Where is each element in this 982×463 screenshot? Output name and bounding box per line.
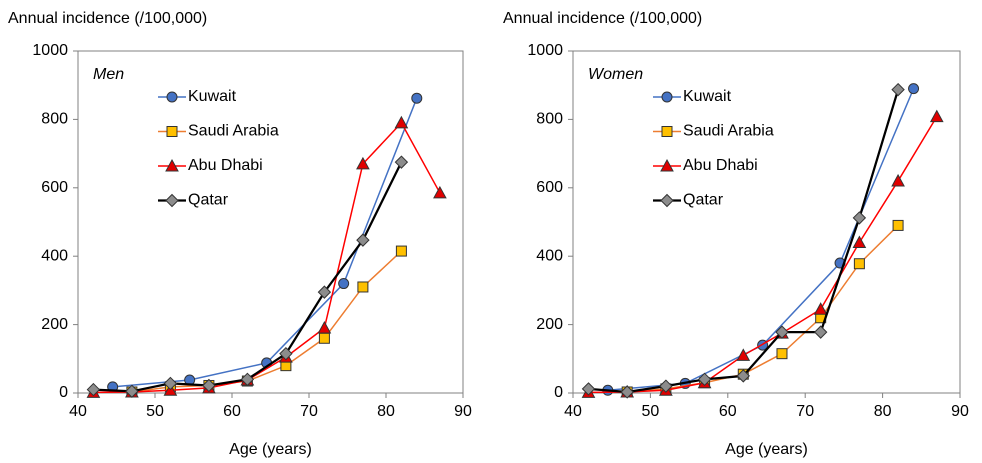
series-line	[112, 97, 418, 388]
marker	[892, 219, 904, 231]
marker	[394, 155, 409, 169]
plot-frame	[572, 50, 961, 394]
marker	[775, 325, 789, 339]
series-line	[131, 250, 402, 393]
y-tick-label: 1000	[32, 42, 68, 59]
marker	[86, 382, 101, 397]
marker	[165, 193, 179, 208]
marker	[357, 281, 369, 293]
series-line	[627, 224, 899, 393]
marker	[202, 378, 216, 393]
legend-label: Saudi Arabia	[683, 123, 774, 140]
marker	[318, 332, 330, 344]
x-tick-label: 40	[564, 403, 582, 420]
marker	[813, 325, 828, 339]
marker	[279, 346, 293, 361]
y-tick-label: 400	[536, 247, 563, 264]
marker	[929, 109, 944, 123]
marker	[853, 258, 865, 270]
x-tick-label: 70	[300, 403, 318, 420]
marker	[166, 91, 178, 103]
x-tick-label: 90	[951, 403, 969, 420]
marker	[661, 91, 673, 103]
y-tick-label: 800	[536, 111, 563, 128]
x-tick-label: 80	[377, 403, 395, 420]
marker	[356, 156, 370, 170]
marker	[125, 384, 139, 398]
marker	[908, 83, 920, 95]
marker	[813, 302, 828, 315]
x-tick-label: 80	[874, 403, 892, 420]
x-tick-label: 90	[454, 403, 472, 420]
y-tick-label: 200	[41, 316, 68, 333]
y-tick-label: 0	[59, 384, 68, 401]
marker	[317, 285, 332, 299]
panel-label: Women	[588, 66, 643, 83]
y-tick-label: 0	[554, 384, 563, 401]
legend-label: Qatar	[188, 192, 229, 209]
marker	[433, 185, 447, 199]
marker	[736, 348, 751, 361]
y-tick-label: 800	[41, 111, 68, 128]
x-tick-label: 50	[642, 403, 660, 420]
marker	[852, 235, 867, 249]
x-axis-title: Age (years)	[229, 441, 312, 458]
x-axis-title: Age (years)	[725, 441, 808, 458]
marker	[891, 82, 905, 97]
y-tick-label: 600	[536, 179, 563, 196]
plot-frame	[77, 50, 464, 394]
marker	[620, 385, 634, 399]
panel-label: Men	[93, 66, 124, 83]
marker	[338, 278, 350, 290]
y-tick-label: 200	[536, 316, 563, 333]
legend-label: Saudi Arabia	[188, 123, 279, 140]
marker	[240, 372, 255, 387]
y-axis-title: Annual incidence (/100,000)	[503, 10, 702, 27]
series-line	[588, 116, 938, 394]
x-tick-label: 50	[146, 403, 164, 420]
marker	[356, 233, 370, 247]
marker	[166, 126, 178, 137]
marker	[411, 92, 423, 104]
marker	[394, 115, 409, 129]
y-axis-title: Annual incidence (/100,000)	[8, 10, 207, 27]
legend-label: Kuwait	[683, 88, 732, 105]
marker	[852, 211, 867, 225]
marker	[661, 126, 673, 137]
marker	[395, 245, 407, 257]
marker	[660, 193, 674, 208]
legend-label: Abu Dhabi	[188, 157, 263, 174]
y-tick-label: 600	[41, 179, 68, 196]
legend-label: Abu Dhabi	[683, 157, 758, 174]
series-line	[93, 121, 441, 394]
marker	[736, 369, 750, 383]
marker	[697, 372, 712, 387]
y-tick-label: 1000	[527, 42, 563, 59]
marker	[163, 376, 178, 391]
marker	[659, 379, 673, 393]
legend-label: Qatar	[683, 192, 724, 209]
x-tick-label: 60	[719, 403, 737, 420]
marker	[165, 158, 179, 172]
marker	[660, 158, 674, 172]
legend-label: Kuwait	[188, 88, 237, 105]
x-tick-label: 40	[69, 403, 87, 420]
marker	[891, 173, 905, 187]
y-tick-label: 400	[41, 247, 68, 264]
marker	[317, 320, 332, 334]
x-tick-label: 70	[796, 403, 814, 420]
marker	[581, 382, 596, 396]
marker	[776, 348, 788, 360]
x-tick-label: 60	[223, 403, 241, 420]
